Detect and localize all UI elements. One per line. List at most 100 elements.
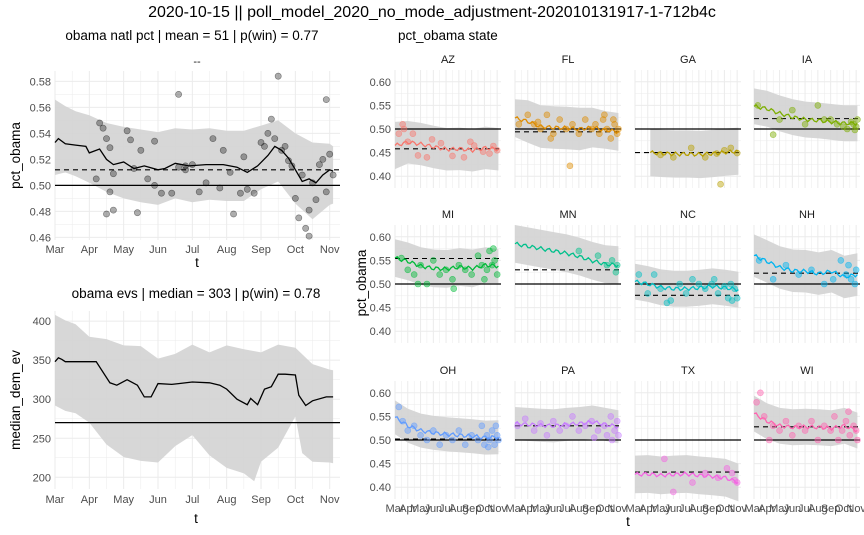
state-poll-point (543, 111, 551, 119)
state-y-tick-label: 0.55 (370, 100, 391, 112)
state-poll-point (689, 275, 696, 283)
state-poll-point (714, 474, 722, 482)
state-y-tick-label: 0.40 (370, 171, 391, 183)
state-x-tick-label: Apr (519, 503, 536, 515)
state-x-tick-label: Jun (664, 503, 682, 515)
natl-poll-point (109, 170, 117, 178)
state-poll-point (724, 294, 732, 302)
state-poll-point (789, 431, 796, 439)
state-poll-point (488, 427, 496, 434)
state-poll-point (755, 257, 763, 264)
state-poll-point (521, 415, 529, 423)
evs-x-tick-label: Nov (320, 494, 340, 506)
state-panel-nc (634, 225, 741, 343)
natl-poll-point (151, 137, 158, 145)
state-poll-point (843, 125, 851, 133)
state-poll-point (492, 422, 500, 430)
natl-x-tick-label: Jun (149, 244, 167, 256)
natl-x-tick-label: Apr (81, 244, 98, 256)
natl-poll-point (219, 146, 227, 154)
natl-poll-point (329, 171, 337, 179)
state-poll-point (491, 441, 498, 449)
state-poll-point (484, 443, 492, 451)
natl-y-tick-label: 0.50 (30, 180, 51, 192)
state-poll-point (723, 465, 731, 472)
state-poll-point (838, 427, 846, 434)
state-y-tick-label: 0.50 (370, 435, 391, 447)
state-poll-point (776, 116, 783, 123)
state-poll-point (834, 436, 842, 444)
state-poll-point (423, 154, 431, 161)
state-strip-label: NH (799, 209, 815, 221)
state-panel-ia (753, 70, 861, 188)
state-panel-wi (753, 381, 861, 499)
state-x-tick-label: Apr (399, 503, 416, 515)
state-poll-point (410, 422, 418, 430)
state-x-tick-label: Jul (559, 503, 573, 515)
state-poll-point (395, 130, 403, 138)
natl-x-tick-label: Jul (185, 244, 199, 256)
natl-x-tick-label: Aug (217, 244, 237, 256)
evs-y-tick-label: 200 (33, 472, 51, 484)
state-poll-point (556, 116, 563, 123)
natl-poll-point (319, 155, 327, 163)
state-x-tick-label: Oct (476, 503, 493, 515)
natl-x-axis-title: t (195, 255, 199, 270)
state-x-tick-label: Aug (569, 503, 589, 515)
natl-poll-point (158, 189, 165, 197)
state-poll-point (753, 398, 760, 406)
state-x-tick-label: Apr (639, 503, 656, 515)
state-poll-point (575, 130, 583, 138)
state-poll-point (428, 136, 436, 143)
natl-poll-point (92, 175, 100, 183)
state-poll-point (569, 120, 576, 128)
state-poll-point (455, 261, 463, 269)
state-panel-fl (514, 70, 622, 188)
natl-y-axis-title: pct_obama (8, 122, 23, 189)
state-poll-point (842, 417, 850, 425)
state-x-tick-label: Nov (846, 503, 864, 515)
state-poll-point (436, 441, 443, 449)
natl-poll-point (237, 189, 244, 197)
state-strip-label: WI (800, 365, 813, 377)
state-poll-point (661, 455, 668, 463)
state-x-tick-label: Nov (607, 503, 627, 515)
evs-y-tick-label: 300 (33, 394, 51, 406)
evs-y-tick-label: 400 (33, 316, 51, 328)
state-trend-line (634, 279, 739, 293)
evs-x-tick-label: Jun (149, 494, 167, 506)
state-poll-point (449, 152, 456, 160)
natl-poll-point (261, 142, 268, 150)
state-poll-point (556, 427, 563, 434)
natl-panel (54, 71, 340, 240)
state-trend-line (514, 241, 619, 268)
state-panel-az (394, 70, 501, 188)
state-poll-point (467, 138, 474, 146)
state-poll-point (717, 180, 724, 188)
natl-y-tick-label: 0.52 (30, 154, 51, 166)
state-poll-point (595, 130, 603, 138)
state-poll-point (615, 431, 622, 439)
state-poll-point (820, 280, 828, 288)
state-interval-band (754, 395, 858, 449)
state-poll-point (854, 116, 861, 123)
state-poll-point (423, 436, 431, 444)
state-poll-point (782, 417, 790, 425)
natl-poll-point (295, 214, 303, 222)
state-poll-point (769, 275, 777, 283)
state-x-tick-label: Oct (716, 503, 733, 515)
state-poll-point (613, 417, 621, 425)
state-interval-band (635, 263, 739, 308)
natl-poll-point (315, 161, 323, 168)
state-x-tick-label: Mar (506, 503, 525, 515)
natl-poll-point (137, 146, 145, 154)
evs-x-tick-label: Mar (46, 494, 65, 506)
natl-poll-point (182, 166, 189, 174)
state-strip-label: MI (442, 209, 454, 221)
natl-poll-point (226, 168, 234, 176)
state-y-tick-label: 0.50 (370, 279, 391, 291)
state-trend-line (753, 104, 858, 127)
state-poll-point (450, 285, 458, 293)
state-poll-point (782, 261, 790, 269)
state-poll-point (491, 257, 498, 264)
